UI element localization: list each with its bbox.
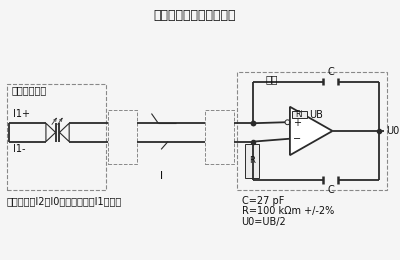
Text: C: C xyxy=(327,67,334,77)
Text: 受側: 受側 xyxy=(266,74,278,84)
Text: 》出力信号の接続回路》: 》出力信号の接続回路》 xyxy=(154,9,236,22)
Text: C=27 pF: C=27 pF xyxy=(242,196,284,206)
Bar xyxy=(245,144,259,178)
Text: R: R xyxy=(249,157,255,165)
Text: I1-: I1- xyxy=(13,144,26,154)
Text: C: C xyxy=(327,185,334,195)
Text: +: + xyxy=(293,118,301,128)
Text: l: l xyxy=(160,171,163,181)
Bar xyxy=(205,110,234,164)
Text: チャンネルI2とI0はチャンネルI1と相似: チャンネルI2とI0はチャンネルI1と相似 xyxy=(6,196,122,206)
Text: U0: U0 xyxy=(386,126,399,136)
Text: I1+: I1+ xyxy=(13,109,30,119)
Text: UB: UB xyxy=(309,109,323,120)
Text: R=100 kΩm +/-2%: R=100 kΩm +/-2% xyxy=(242,206,334,217)
Bar xyxy=(108,110,137,164)
Text: エンコーダ側: エンコーダ側 xyxy=(11,86,46,95)
Text: U0=UB/2: U0=UB/2 xyxy=(242,217,286,227)
Text: −: − xyxy=(293,134,301,144)
Bar xyxy=(292,111,307,118)
Bar xyxy=(7,83,106,190)
Polygon shape xyxy=(290,107,332,155)
Text: Ri: Ri xyxy=(296,110,303,119)
Bar xyxy=(237,72,387,190)
